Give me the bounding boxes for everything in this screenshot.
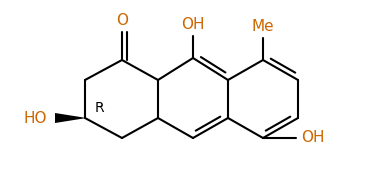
Text: R: R bbox=[94, 101, 104, 115]
Text: Me: Me bbox=[252, 19, 274, 34]
Text: OH: OH bbox=[181, 17, 205, 32]
Text: HO: HO bbox=[23, 110, 47, 125]
Text: O: O bbox=[116, 13, 128, 28]
Text: OH: OH bbox=[301, 130, 324, 145]
Polygon shape bbox=[55, 113, 85, 123]
